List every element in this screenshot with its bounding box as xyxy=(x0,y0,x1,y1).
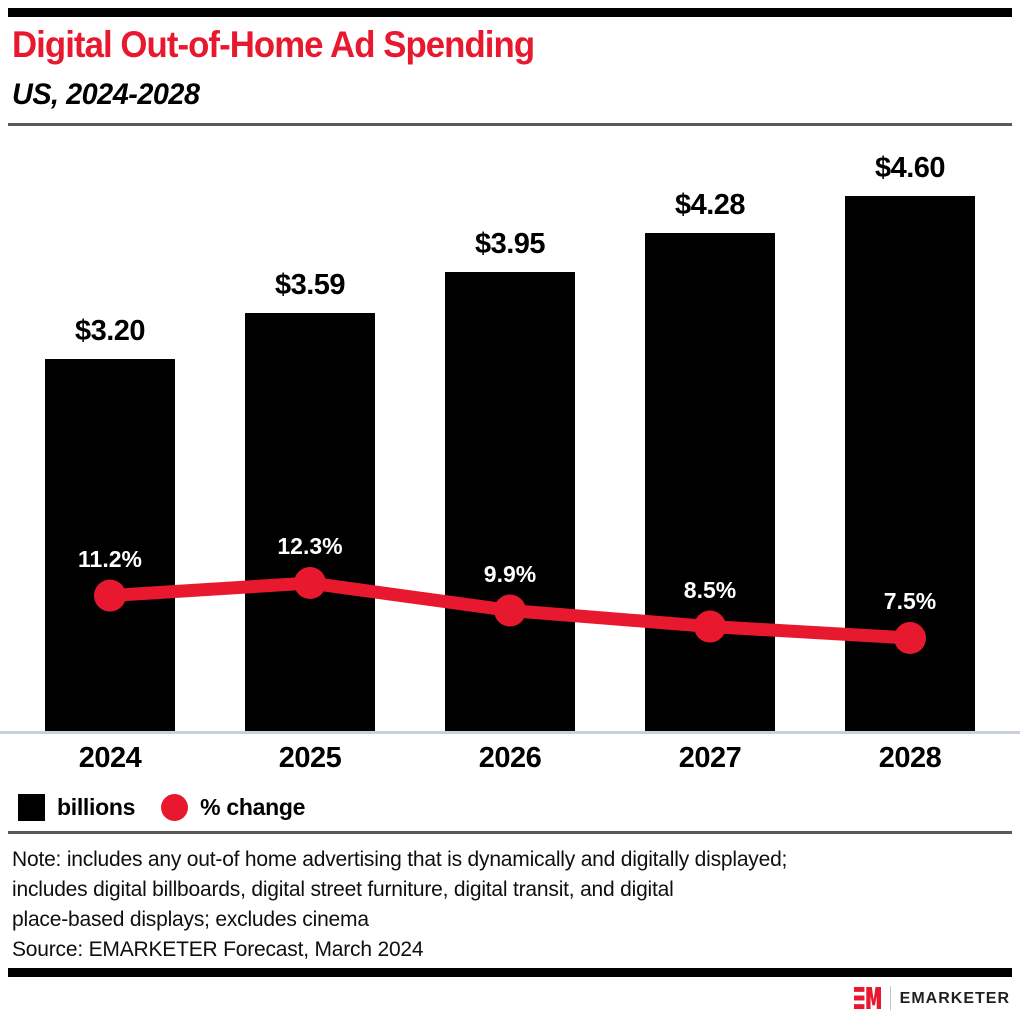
header-divider xyxy=(8,123,1012,126)
x-axis-label-2024: 2024 xyxy=(78,742,142,774)
x-axis-label-2027: 2027 xyxy=(678,742,742,774)
bar-value-label: $3.20 xyxy=(74,315,146,347)
bar-2025 xyxy=(245,313,375,731)
legend-item-billions: billions xyxy=(18,793,136,821)
bar-swatch-icon xyxy=(18,793,45,821)
pct-change-label: 11.2% xyxy=(78,546,142,572)
logo-divider xyxy=(889,986,891,1010)
note-line: includes digital billboards, digital str… xyxy=(12,878,674,901)
line-swatch-icon xyxy=(161,793,189,821)
page-title: Digital Out-of-Home Ad Spending xyxy=(12,24,535,65)
legend-label-pct-change: % change xyxy=(200,793,306,820)
x-axis-label-2025: 2025 xyxy=(278,742,342,774)
bar-value-label: $4.60 xyxy=(874,152,946,184)
bar-2028 xyxy=(845,196,975,731)
legend-divider xyxy=(8,831,1012,834)
bottom-rule xyxy=(8,968,1012,977)
pct-change-label: 12.3% xyxy=(277,533,343,559)
bar-2024 xyxy=(45,359,175,731)
legend-label-billions: billions xyxy=(57,793,136,820)
source-line: Source: EMARKETER Forecast, March 2024 xyxy=(12,938,424,961)
page-subtitle: US, 2024-2028 xyxy=(12,78,200,111)
chart-legend: billions % change xyxy=(18,792,305,822)
top-rule xyxy=(8,8,1012,17)
x-axis-line xyxy=(0,731,1020,734)
emarketer-logo: EMARKETER xyxy=(853,985,1010,1011)
pct-change-label: 8.5% xyxy=(683,577,737,603)
pct-change-label: 7.5% xyxy=(883,588,937,614)
footnote-block: Note: includes any out-of home advertisi… xyxy=(12,845,1002,965)
bar-2027 xyxy=(645,233,775,731)
legend-item-pct-change: % change xyxy=(161,793,306,821)
pct-change-label: 9.9% xyxy=(483,561,537,587)
bar-value-label: $3.59 xyxy=(274,269,346,301)
bar-value-label: $4.28 xyxy=(674,189,746,221)
emarketer-wordmark: EMARKETER xyxy=(899,989,1010,1007)
bar-value-label: $3.95 xyxy=(474,228,546,260)
bar-2026 xyxy=(445,272,575,731)
emarketer-logo-icon xyxy=(853,986,881,1010)
x-axis-label-2028: 2028 xyxy=(878,742,942,774)
x-axis-label-2026: 2026 xyxy=(478,742,542,774)
note-line: place-based displays; excludes cinema xyxy=(12,908,369,931)
note-line: Note: includes any out-of home advertisi… xyxy=(12,848,788,871)
